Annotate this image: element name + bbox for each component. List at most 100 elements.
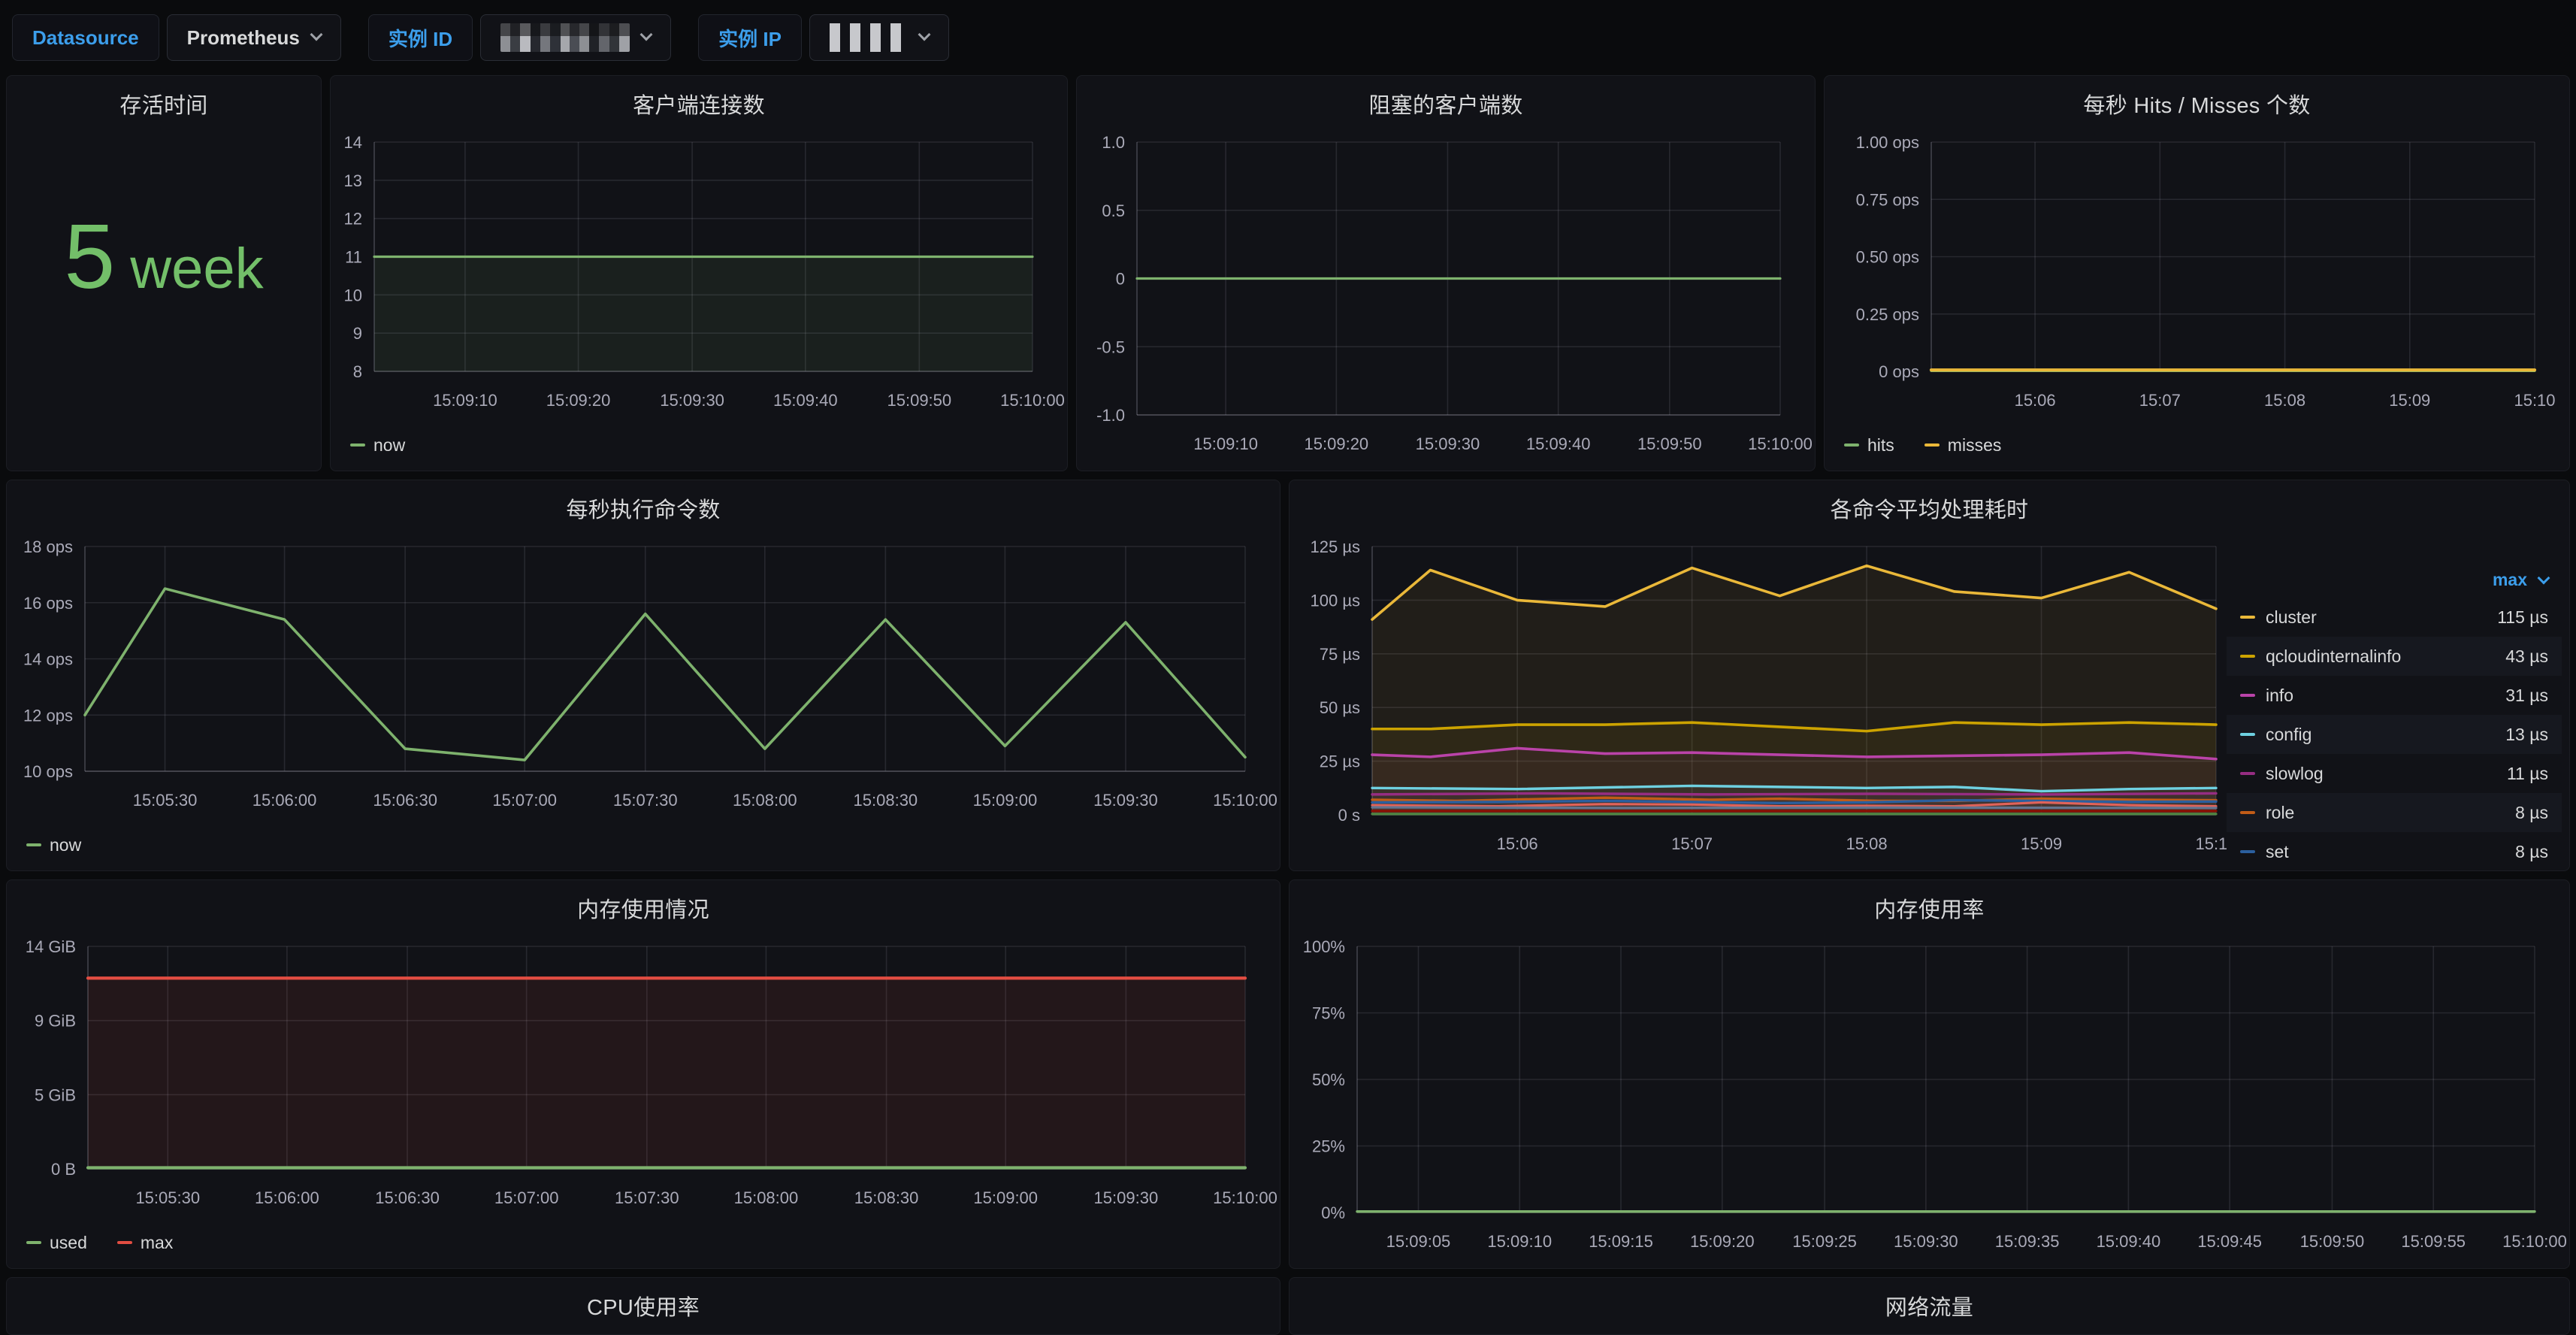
- svg-text:15:08:00: 15:08:00: [733, 791, 797, 810]
- legend-label: now: [50, 835, 81, 855]
- chevron-down-icon: [2538, 572, 2550, 585]
- svg-text:15:05:30: 15:05:30: [135, 1188, 200, 1207]
- panel-title-memory-usage-pct[interactable]: 内存使用率: [1290, 880, 2569, 928]
- svg-text:5 GiB: 5 GiB: [35, 1085, 76, 1104]
- svg-text:14 ops: 14 ops: [23, 650, 73, 669]
- panel-title-cpu-usage[interactable]: CPU使用率: [7, 1278, 1280, 1326]
- instance-id-value-redacted: [500, 23, 630, 52]
- svg-text:0.25 ops: 0.25 ops: [1856, 305, 1919, 324]
- memory-usage-pct-chart[interactable]: 15:09:0515:09:1015:09:1515:09:2015:09:25…: [1290, 928, 2569, 1268]
- legend-series-max-value: 11 µs: [2507, 764, 2548, 784]
- svg-text:15:06:30: 15:06:30: [373, 791, 437, 810]
- svg-text:15:06: 15:06: [1497, 834, 1538, 853]
- svg-text:25 µs: 25 µs: [1320, 752, 1360, 771]
- panel-title-blocked-clients[interactable]: 阻塞的客户端数: [1077, 76, 1815, 124]
- uptime-unit: week: [130, 241, 263, 298]
- legend-color-swatch: [26, 843, 41, 846]
- svg-text:100%: 100%: [1303, 937, 1345, 956]
- svg-text:15:09:10: 15:09:10: [1193, 434, 1258, 453]
- svg-text:15:09:40: 15:09:40: [1526, 434, 1591, 453]
- hits-misses-chart[interactable]: 15:0615:0715:0815:0915:101.00 ops0.75 op…: [1825, 124, 2569, 427]
- svg-text:0.75 ops: 0.75 ops: [1856, 190, 1919, 209]
- svg-text:15:09:25: 15:09:25: [1792, 1232, 1857, 1251]
- legend-sort-max[interactable]: max: [2493, 570, 2527, 590]
- svg-text:0 s: 0 s: [1338, 806, 1360, 825]
- svg-text:15:10:00: 15:10:00: [1213, 791, 1277, 810]
- svg-text:0 B: 0 B: [51, 1160, 76, 1179]
- datasource-dropdown[interactable]: Prometheus: [167, 14, 341, 61]
- svg-text:18 ops: 18 ops: [23, 537, 73, 556]
- legend-item-hits[interactable]: hits: [1844, 435, 1894, 456]
- commands-per-sec-chart[interactable]: 15:05:3015:06:0015:06:3015:07:0015:07:30…: [7, 528, 1280, 827]
- panel-network-traffic: 网络流量: [1289, 1277, 2570, 1335]
- svg-text:15:07:30: 15:07:30: [615, 1188, 679, 1207]
- svg-text:12 ops: 12 ops: [23, 706, 73, 725]
- legend-item-max[interactable]: max: [117, 1233, 173, 1253]
- legend-row-config[interactable]: config13 µs: [2227, 715, 2562, 754]
- legend-item-now[interactable]: now: [26, 835, 81, 855]
- svg-text:15:09:05: 15:09:05: [1386, 1232, 1451, 1251]
- panel-title-commands-per-sec[interactable]: 每秒执行命令数: [7, 480, 1280, 528]
- svg-text:15:09:30: 15:09:30: [660, 391, 724, 410]
- svg-text:15:09:00: 15:09:00: [973, 791, 1038, 810]
- legend-color-swatch: [2240, 772, 2255, 775]
- svg-text:15:08:30: 15:08:30: [854, 791, 918, 810]
- legend-item-used[interactable]: used: [26, 1233, 87, 1253]
- legend-color-swatch: [2240, 655, 2255, 658]
- instance-id-label: 实例 ID: [368, 14, 473, 61]
- legend-item-now[interactable]: now: [350, 435, 405, 456]
- svg-text:15:09:10: 15:09:10: [433, 391, 497, 410]
- svg-text:-0.5: -0.5: [1096, 338, 1125, 356]
- legend-row-role[interactable]: role8 µs: [2227, 793, 2562, 832]
- svg-text:15:08: 15:08: [2264, 391, 2305, 410]
- chevron-down-icon: [310, 29, 322, 41]
- legend-color-swatch: [2240, 616, 2255, 619]
- client-connections-chart[interactable]: 15:09:1015:09:2015:09:3015:09:4015:09:50…: [331, 124, 1067, 427]
- instance-id-dropdown[interactable]: [480, 14, 671, 61]
- svg-text:100 µs: 100 µs: [1311, 591, 1361, 610]
- panel-title-command-latency[interactable]: 各命令平均处理耗时: [1290, 480, 2569, 528]
- legend-row-set[interactable]: set8 µs: [2227, 832, 2562, 871]
- svg-text:15:07: 15:07: [1671, 834, 1713, 853]
- legend-row-cluster[interactable]: cluster115 µs: [2227, 598, 2562, 637]
- svg-text:15:08:30: 15:08:30: [854, 1188, 919, 1207]
- svg-text:15:09:30: 15:09:30: [1894, 1232, 1958, 1251]
- command-latency-legend-table: max cluster115 µsqcloudinternalinfo43 µsi…: [2227, 562, 2562, 871]
- blocked-clients-chart[interactable]: 15:09:1015:09:2015:09:3015:09:4015:09:50…: [1077, 124, 1815, 471]
- svg-text:-1.0: -1.0: [1096, 406, 1125, 425]
- panel-command-latency: 各命令平均处理耗时 15:0615:0715:0815:0915:10125 µ…: [1289, 480, 2570, 871]
- svg-text:15:09:20: 15:09:20: [546, 391, 611, 410]
- svg-text:0.5: 0.5: [1102, 201, 1125, 220]
- svg-text:15:10:00: 15:10:00: [1748, 434, 1813, 453]
- legend-label: misses: [1948, 435, 2002, 456]
- svg-text:8: 8: [353, 362, 362, 381]
- svg-text:9: 9: [353, 324, 362, 343]
- client-connections-legend: now: [331, 427, 1067, 471]
- command-latency-chart[interactable]: 15:0615:0715:0815:0915:10125 µs100 µs75 …: [1290, 528, 2227, 870]
- svg-text:15:09: 15:09: [2389, 391, 2430, 410]
- panel-title-memory-usage[interactable]: 内存使用情况: [7, 880, 1280, 928]
- legend-row-slowlog[interactable]: slowlog11 µs: [2227, 754, 2562, 793]
- svg-text:14: 14: [344, 133, 362, 152]
- panel-blocked-clients: 阻塞的客户端数 15:09:1015:09:2015:09:3015:09:40…: [1076, 75, 1816, 471]
- svg-text:15:10: 15:10: [2195, 834, 2227, 853]
- panel-commands-per-sec: 每秒执行命令数 15:05:3015:06:0015:06:3015:07:00…: [6, 480, 1280, 871]
- legend-row-info[interactable]: info31 µs: [2227, 676, 2562, 715]
- commands-per-sec-legend: now: [7, 827, 1280, 870]
- svg-text:15:07:30: 15:07:30: [613, 791, 678, 810]
- panel-title-uptime[interactable]: 存活时间: [7, 76, 321, 124]
- panel-title-client-connections[interactable]: 客户端连接数: [331, 76, 1067, 124]
- memory-usage-chart[interactable]: 15:05:3015:06:0015:06:3015:07:0015:07:30…: [7, 928, 1280, 1225]
- instance-ip-value-redacted: [830, 23, 908, 52]
- panel-title-network-traffic[interactable]: 网络流量: [1290, 1278, 2569, 1326]
- legend-row-qcloudinternalinfo[interactable]: qcloudinternalinfo43 µs: [2227, 637, 2562, 676]
- panel-title-hits-misses[interactable]: 每秒 Hits / Misses 个数: [1825, 76, 2569, 124]
- instance-ip-dropdown[interactable]: [809, 14, 949, 61]
- svg-text:15:09:50: 15:09:50: [2300, 1232, 2365, 1251]
- svg-text:50 µs: 50 µs: [1320, 698, 1360, 717]
- legend-item-misses[interactable]: misses: [1924, 435, 2002, 456]
- svg-text:15:09:10: 15:09:10: [1487, 1232, 1552, 1251]
- legend-series-max-value: 8 µs: [2515, 803, 2548, 823]
- svg-text:15:07:00: 15:07:00: [492, 791, 557, 810]
- legend-series-max-value: 43 µs: [2505, 646, 2548, 667]
